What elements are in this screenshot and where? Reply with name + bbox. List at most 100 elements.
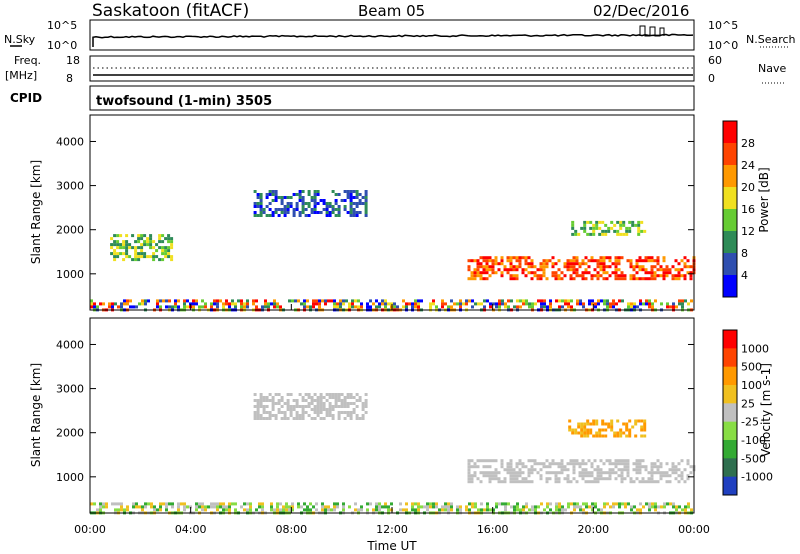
heatmap-cell	[512, 274, 516, 278]
heatmap-cell	[653, 271, 657, 275]
heatmap-cell	[261, 508, 264, 512]
heatmap-cell	[593, 459, 597, 463]
heatmap-cell	[627, 502, 630, 506]
heatmap-cell	[527, 471, 531, 475]
heatmap-cell	[557, 480, 561, 484]
heatmap-cell	[607, 422, 611, 426]
heatmap-cell	[521, 256, 525, 260]
heatmap-cell	[90, 305, 93, 309]
heatmap-cell	[261, 505, 264, 509]
heatmap-cell	[598, 434, 602, 438]
heatmap-cell	[617, 256, 621, 260]
heatmap-cell	[298, 199, 302, 202]
heatmap-cell	[583, 422, 587, 426]
heatmap-cell	[479, 256, 483, 260]
heatmap-cell	[264, 299, 267, 303]
heatmap-cell	[485, 474, 489, 478]
heatmap-cell	[126, 505, 129, 509]
heatmap-cell	[316, 402, 320, 405]
colorbar-tick: 25	[741, 397, 755, 410]
heatmap-cell	[640, 425, 644, 429]
heatmap-cell	[325, 399, 329, 402]
heatmap-cell	[485, 459, 489, 463]
heatmap-cell	[252, 299, 255, 303]
heatmap-cell	[518, 262, 522, 266]
heatmap-cell	[677, 271, 681, 275]
heatmap-cell	[488, 471, 492, 475]
heatmap-cell	[545, 265, 549, 269]
heatmap-cell	[569, 277, 573, 281]
heatmap-cell	[358, 202, 362, 205]
heatmap-cell	[271, 408, 275, 411]
heatmap-cell	[246, 305, 249, 309]
heatmap-cell	[625, 232, 629, 236]
heatmap-cell	[510, 299, 513, 303]
heatmap-cell	[324, 299, 327, 303]
heatmap-cell	[598, 431, 602, 435]
heatmap-cell	[509, 474, 513, 478]
heatmap-cell	[577, 422, 581, 426]
heatmap-cell	[491, 262, 495, 266]
heatmap-cell	[549, 502, 552, 506]
heatmap-cell	[518, 474, 522, 478]
heatmap-cell	[349, 193, 353, 196]
heatmap-cell	[177, 505, 180, 509]
heatmap-cell	[289, 202, 293, 205]
heatmap-cell	[568, 425, 572, 429]
colorbar-swatch	[723, 165, 737, 188]
heatmap-cell	[527, 256, 531, 260]
heatmap-cell	[171, 505, 174, 509]
heatmap-cell	[482, 465, 486, 469]
heatmap-cell	[189, 505, 192, 509]
heatmap-cell	[684, 505, 687, 509]
cpid-label: CPID	[10, 91, 42, 105]
heatmap-cell	[158, 234, 162, 238]
heatmap-cell	[144, 502, 147, 506]
heatmap-cell	[476, 477, 480, 481]
heatmap-cell	[298, 417, 302, 420]
heatmap-cell	[277, 411, 281, 414]
heatmap-cell	[634, 434, 638, 438]
heatmap-cell	[456, 508, 459, 512]
heatmap-cell	[584, 471, 588, 475]
heatmap-cell	[524, 256, 528, 260]
heatmap-cell	[683, 265, 687, 269]
heatmap-cell	[276, 502, 279, 506]
heatmap-cell	[533, 462, 537, 466]
heatmap-cell	[629, 277, 633, 281]
heatmap-cell	[140, 252, 144, 256]
heatmap-cell	[131, 246, 135, 250]
heatmap-cell	[414, 302, 417, 306]
heatmap-cell	[476, 262, 480, 266]
heatmap-cell	[616, 419, 620, 423]
heatmap-cell	[668, 480, 672, 484]
heatmap-cell	[283, 208, 287, 211]
heatmap-cell	[596, 265, 600, 269]
heatmap-cell	[316, 396, 320, 399]
heatmap-cell	[470, 480, 474, 484]
heatmap-cell	[313, 196, 317, 199]
heatmap-cell	[361, 196, 365, 199]
heatmap-cell	[349, 196, 353, 199]
heatmap-cell	[213, 502, 216, 506]
heatmap-cell	[411, 302, 414, 306]
heatmap-cell	[516, 299, 519, 303]
heatmap-cell	[459, 299, 462, 303]
heatmap-cell	[331, 190, 335, 193]
heatmap-cell	[476, 274, 480, 278]
heatmap-cell	[337, 396, 341, 399]
heatmap-cell	[571, 223, 575, 227]
heatmap-cell	[113, 255, 117, 259]
heatmap-cell	[280, 405, 284, 408]
heatmap-cell	[621, 299, 624, 303]
heatmap-cell	[321, 505, 324, 509]
heatmap-cell	[140, 234, 144, 238]
heatmap-cell	[313, 399, 317, 402]
heatmap-cell	[286, 202, 290, 205]
heatmap-cell	[225, 302, 228, 306]
heatmap-cell	[322, 208, 326, 211]
heatmap-cell	[119, 234, 123, 238]
heatmap-cell	[504, 302, 507, 306]
heatmap-cell	[659, 465, 663, 469]
heatmap-cell	[531, 508, 534, 512]
